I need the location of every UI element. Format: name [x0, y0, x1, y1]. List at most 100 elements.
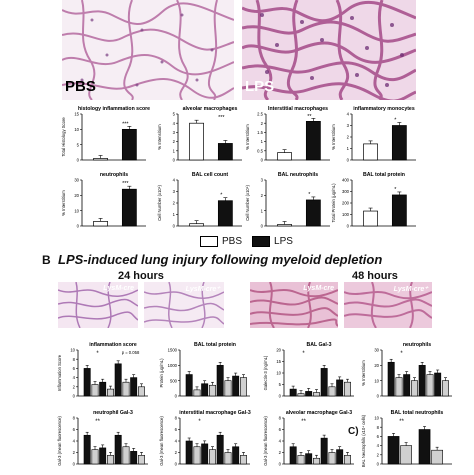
bar-lps [121, 128, 137, 161]
chart-title: neutrophil Gal-3 [93, 410, 133, 416]
y-tick-label: 0 [175, 394, 178, 399]
y-axis-label: % Interstitium [361, 360, 366, 386]
y-tick-label: 500 [170, 378, 178, 383]
y-tick-label: 2 [175, 450, 178, 455]
bar [216, 365, 224, 397]
y-tick-label: 1000 [168, 363, 178, 368]
bar [442, 380, 449, 397]
bar [91, 384, 99, 397]
histology-label-lps: LPS [245, 78, 275, 95]
y-tick-label: 4 [347, 112, 350, 117]
significance-marker: * [302, 351, 305, 357]
bar-pbs [93, 221, 108, 227]
histology-lps-image: LPS [242, 0, 416, 100]
bar [209, 384, 216, 397]
bar [185, 374, 193, 397]
y-tick-label: 10 [74, 127, 79, 132]
y-tick-label: 8 [377, 425, 380, 430]
significance-marker: * [220, 193, 223, 199]
histology-48h-cre-neg: LysM-cre [250, 282, 338, 328]
bar [201, 383, 209, 397]
y-tick-label: 0 [377, 394, 380, 399]
y-tick-label: 1 [173, 212, 176, 217]
bar-lps [217, 143, 233, 161]
bar [122, 446, 130, 465]
y-tick-label: 5 [77, 142, 80, 147]
y-tick-label: 400 [342, 178, 350, 183]
chart-svg: BAL cell count Cell Number (x10⁶) 0 1 2 3 4 * [157, 172, 242, 229]
bar [411, 380, 418, 397]
bar [418, 365, 426, 397]
y-tick-label: 2 [347, 135, 350, 140]
histology-label-pbs: PBS [65, 78, 96, 95]
bar [336, 379, 344, 397]
chart-svg: neutrophils % Interstitium 0 10 20 30 *** [61, 172, 146, 229]
y-tick-label: 2 [173, 201, 176, 206]
y-tick-label: 1 [261, 208, 264, 213]
y-tick-label: 5 [279, 382, 282, 387]
y-tick-label: 4 [173, 121, 176, 126]
chart-inflammation-score-b: inflammation score Inflammation Score 0 2 4 6… [56, 340, 152, 402]
bar [328, 452, 336, 465]
bar-lps [305, 199, 321, 227]
y-tick-label: 6 [279, 427, 282, 432]
bar [83, 368, 91, 397]
y-tick-label: 6 [73, 366, 76, 371]
bar-lps [391, 125, 407, 161]
significance-marker: *** [122, 121, 129, 127]
histology-lps-tissue [242, 0, 416, 100]
chart-title: BAL cell count [192, 172, 228, 178]
significance-marker: ** [307, 114, 312, 120]
y-tick-label: 30 [74, 178, 79, 183]
histology-tag: LysM-cre [303, 285, 334, 292]
bar [320, 437, 328, 465]
chart-bal-cell-count: BAL cell count Cell Number (x10⁶) 0 1 2 3 4 * [156, 170, 246, 232]
y-tick-label: 3 [173, 189, 176, 194]
chart-neutrophils: neutrophils % Interstitium 0 10 20 30 *** [60, 170, 150, 232]
y-tick-label: 4 [377, 443, 380, 448]
bar-pbs [363, 143, 378, 161]
bar [138, 455, 145, 465]
y-axis-label: % Interstitium [245, 124, 250, 150]
nuclei [260, 13, 404, 87]
bar [297, 455, 305, 465]
y-tick-label: 2.5 [257, 112, 263, 117]
time-label-24h: 24 hours [118, 270, 164, 282]
bar [403, 374, 411, 397]
bar [328, 386, 336, 397]
y-tick-label: 2 [173, 139, 176, 144]
annotation: p = 0.058 [122, 350, 140, 355]
chart-svg: Interstitial macrophages % Interstitium 0 0… [245, 106, 330, 163]
time-label-48h: 48 hours [352, 270, 398, 282]
y-tick-label: 8 [279, 416, 282, 421]
significance-marker: * [198, 419, 201, 425]
y-tick-label: 4 [175, 439, 178, 444]
y-tick-label: 15 [276, 359, 281, 364]
y-tick-label: 2 [279, 450, 282, 455]
bar [395, 377, 403, 397]
bar [99, 381, 107, 397]
y-tick-label: 0 [73, 394, 76, 399]
bar-pbs [363, 210, 378, 227]
chart-inflammatory-monocytes: inflammatory monocytes % Interstitium 0 1 2 3… [330, 104, 420, 166]
chart-title: neutrophils [403, 342, 431, 348]
bar [305, 391, 313, 397]
bar [130, 451, 138, 465]
bar [83, 434, 91, 465]
chart-title: Interstitial macrophages [268, 106, 328, 112]
chart-bal-total-protein-b: BAL total protein Protein (μg/mL) 0 500 1000… [158, 340, 254, 402]
histology-tissue [344, 282, 432, 328]
chart-title: inflammatory monocytes [353, 106, 415, 112]
histology-tag: LysM-cre⁺ [393, 286, 428, 293]
y-tick-label: 0 [173, 224, 176, 229]
chart-svg: histology inflammation score Total Histol… [61, 106, 150, 163]
alveolar-walls [62, 0, 234, 100]
chart-svg: BAL total protein Total Protein (μg/mL) 0 1… [331, 172, 416, 229]
y-axis-label: Cell Number (x10⁶) [157, 185, 162, 221]
chart-svg: BAL total neutrophils BAL Neutrophils (x1… [361, 410, 452, 467]
bar [114, 363, 122, 397]
bar [297, 393, 305, 397]
chart-title: interstitial macrophage Gal-3 [179, 410, 251, 416]
y-tick-label: 0 [73, 462, 76, 467]
y-tick-label: 2 [261, 193, 264, 198]
